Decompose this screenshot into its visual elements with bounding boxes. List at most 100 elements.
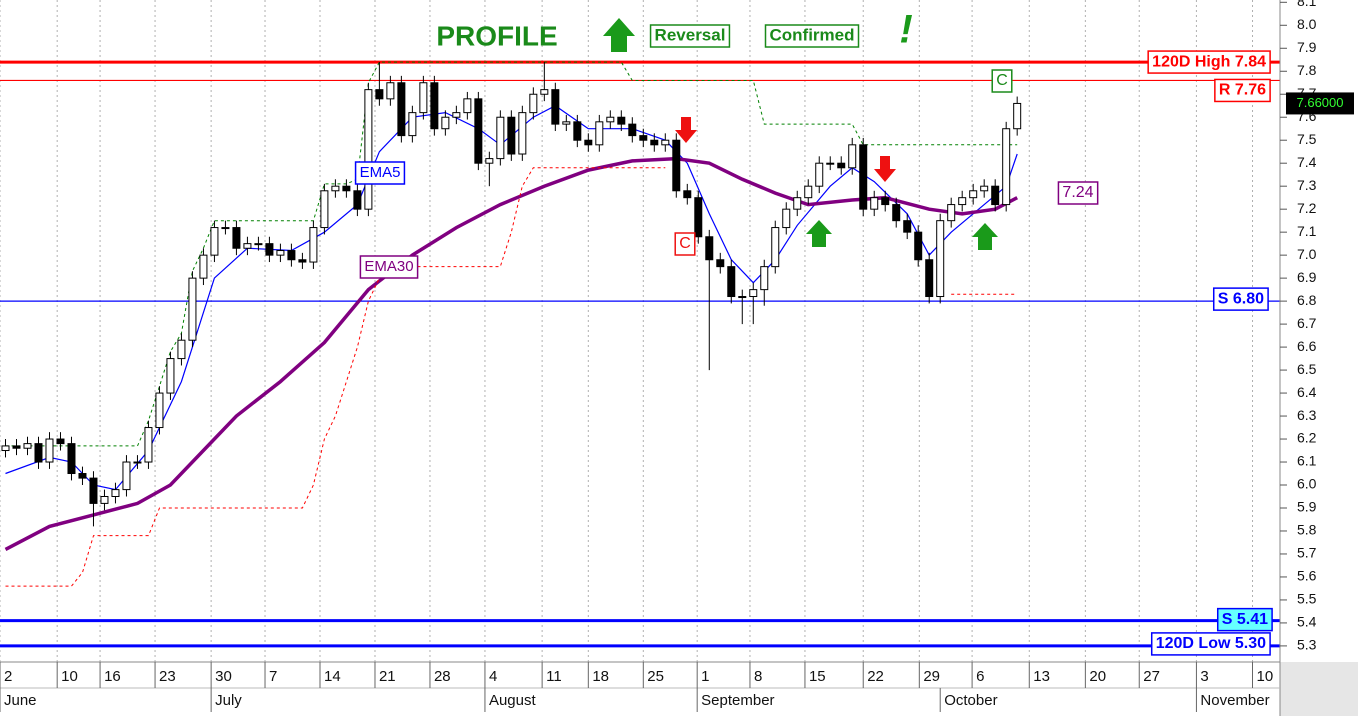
y-tick-label: 7.9 bbox=[1297, 39, 1317, 55]
candle-body bbox=[441, 116, 450, 130]
candle-body bbox=[870, 197, 879, 210]
candle-body bbox=[782, 208, 791, 229]
x-tick-label: 14 bbox=[324, 668, 341, 685]
candle-body bbox=[617, 116, 626, 125]
month-label: September bbox=[701, 692, 774, 709]
candle-body bbox=[100, 496, 109, 504]
annotation: C bbox=[996, 72, 1008, 89]
up-arrow bbox=[806, 220, 832, 247]
y-tick-label: 6.4 bbox=[1297, 384, 1317, 400]
candle-body bbox=[122, 461, 131, 491]
candle-body bbox=[793, 197, 802, 210]
candle-body bbox=[419, 82, 428, 114]
x-tick-label: 30 bbox=[215, 668, 232, 685]
x-tick-label: 18 bbox=[592, 668, 609, 685]
y-tick-label: 7.1 bbox=[1297, 223, 1317, 239]
candle-body bbox=[914, 231, 923, 261]
annotation-box bbox=[674, 232, 696, 256]
candle-body bbox=[155, 392, 164, 429]
annotation: ! bbox=[899, 8, 912, 52]
y-tick-label: 5.4 bbox=[1297, 614, 1317, 630]
candle-body bbox=[56, 438, 65, 445]
y-tick-label: 5.5 bbox=[1297, 591, 1317, 607]
candle-body bbox=[518, 112, 527, 155]
candle-body bbox=[815, 162, 824, 187]
candle-body bbox=[331, 185, 340, 192]
candle-body bbox=[837, 162, 846, 169]
candle-body bbox=[375, 89, 384, 100]
y-tick-label: 8.0 bbox=[1297, 16, 1317, 32]
y-tick-label: 6.1 bbox=[1297, 453, 1317, 469]
candle-body bbox=[859, 144, 868, 210]
overlay: PROFILE 120D High 7.84 R 7.76 S 6.80 S 5.41… bbox=[354, 8, 1273, 656]
candle-body bbox=[45, 438, 54, 463]
corner bbox=[1280, 662, 1358, 716]
x-tick-label: 25 bbox=[647, 668, 664, 685]
candle-body bbox=[496, 116, 505, 160]
candle-body bbox=[1013, 102, 1022, 130]
x-tick-label: 6 bbox=[976, 668, 984, 685]
x-tick-label: 10 bbox=[61, 668, 78, 685]
candle-body bbox=[639, 135, 648, 141]
y-tick-label: 6.3 bbox=[1297, 407, 1317, 423]
candle-body bbox=[705, 236, 714, 261]
x-tick-label: 7 bbox=[269, 668, 277, 685]
candle-body bbox=[716, 259, 725, 268]
series-line bbox=[5, 61, 1018, 447]
y-tick-label: 5.7 bbox=[1297, 545, 1317, 561]
candle-body bbox=[364, 89, 373, 210]
candle-body bbox=[485, 158, 494, 164]
candle-body bbox=[276, 250, 285, 256]
candle-body bbox=[298, 259, 307, 263]
candle-body bbox=[188, 277, 197, 341]
candle-body bbox=[903, 220, 912, 233]
x-tick-label: 2 bbox=[4, 668, 12, 685]
candle-body bbox=[771, 227, 780, 268]
x-tick-label: 3 bbox=[1200, 668, 1208, 685]
candle-body bbox=[738, 296, 747, 299]
month-label: August bbox=[489, 692, 537, 709]
x-tick-label: 10 bbox=[1257, 668, 1274, 685]
annotation-box bbox=[764, 24, 860, 48]
x-tick-label: 21 bbox=[379, 668, 396, 685]
candle-body bbox=[540, 89, 549, 95]
y-tick-label: 6.6 bbox=[1297, 338, 1317, 354]
annotation: Reversal bbox=[655, 25, 726, 44]
x-tick-label: 13 bbox=[1033, 668, 1050, 685]
x-tick-label: 1 bbox=[701, 668, 709, 685]
candle-body bbox=[353, 190, 362, 210]
x-tick-label: 16 bbox=[104, 668, 121, 685]
candle-body bbox=[67, 443, 76, 475]
candle-body bbox=[243, 243, 252, 249]
level-label-box bbox=[1214, 78, 1271, 103]
annotation: 7.24 bbox=[1062, 184, 1093, 201]
candle-body bbox=[529, 93, 538, 114]
y-tick-label: 6.9 bbox=[1297, 269, 1317, 285]
down-arrow bbox=[874, 156, 896, 182]
candle-body bbox=[133, 461, 142, 464]
candle-body bbox=[650, 139, 659, 146]
level-label: 120D Low 5.30 bbox=[1156, 635, 1266, 652]
y-tick-label: 6.2 bbox=[1297, 430, 1317, 446]
y-tick-label: 5.6 bbox=[1297, 568, 1317, 584]
candle-body bbox=[221, 227, 230, 230]
y-tick-label: 7.8 bbox=[1297, 62, 1317, 78]
candle-body bbox=[342, 185, 351, 192]
candle-body bbox=[452, 112, 461, 118]
level-label-box bbox=[1216, 607, 1273, 632]
series-label: EMA30 bbox=[364, 258, 413, 275]
month-label: June bbox=[4, 692, 37, 709]
candle-body bbox=[78, 473, 87, 479]
x-tick-label: 11 bbox=[546, 668, 562, 685]
y-tick-label: 7.0 bbox=[1297, 246, 1317, 262]
candle-body bbox=[584, 139, 593, 146]
candle-body bbox=[386, 82, 395, 100]
level-label-box bbox=[1147, 50, 1271, 74]
candle-body bbox=[265, 243, 274, 256]
chart-title: PROFILE bbox=[436, 20, 557, 51]
x-tick-label: 28 bbox=[434, 668, 451, 685]
candle-body bbox=[166, 358, 175, 394]
x-tick-label: 15 bbox=[809, 668, 826, 685]
candle-body bbox=[848, 144, 857, 169]
candle-body bbox=[892, 204, 901, 222]
